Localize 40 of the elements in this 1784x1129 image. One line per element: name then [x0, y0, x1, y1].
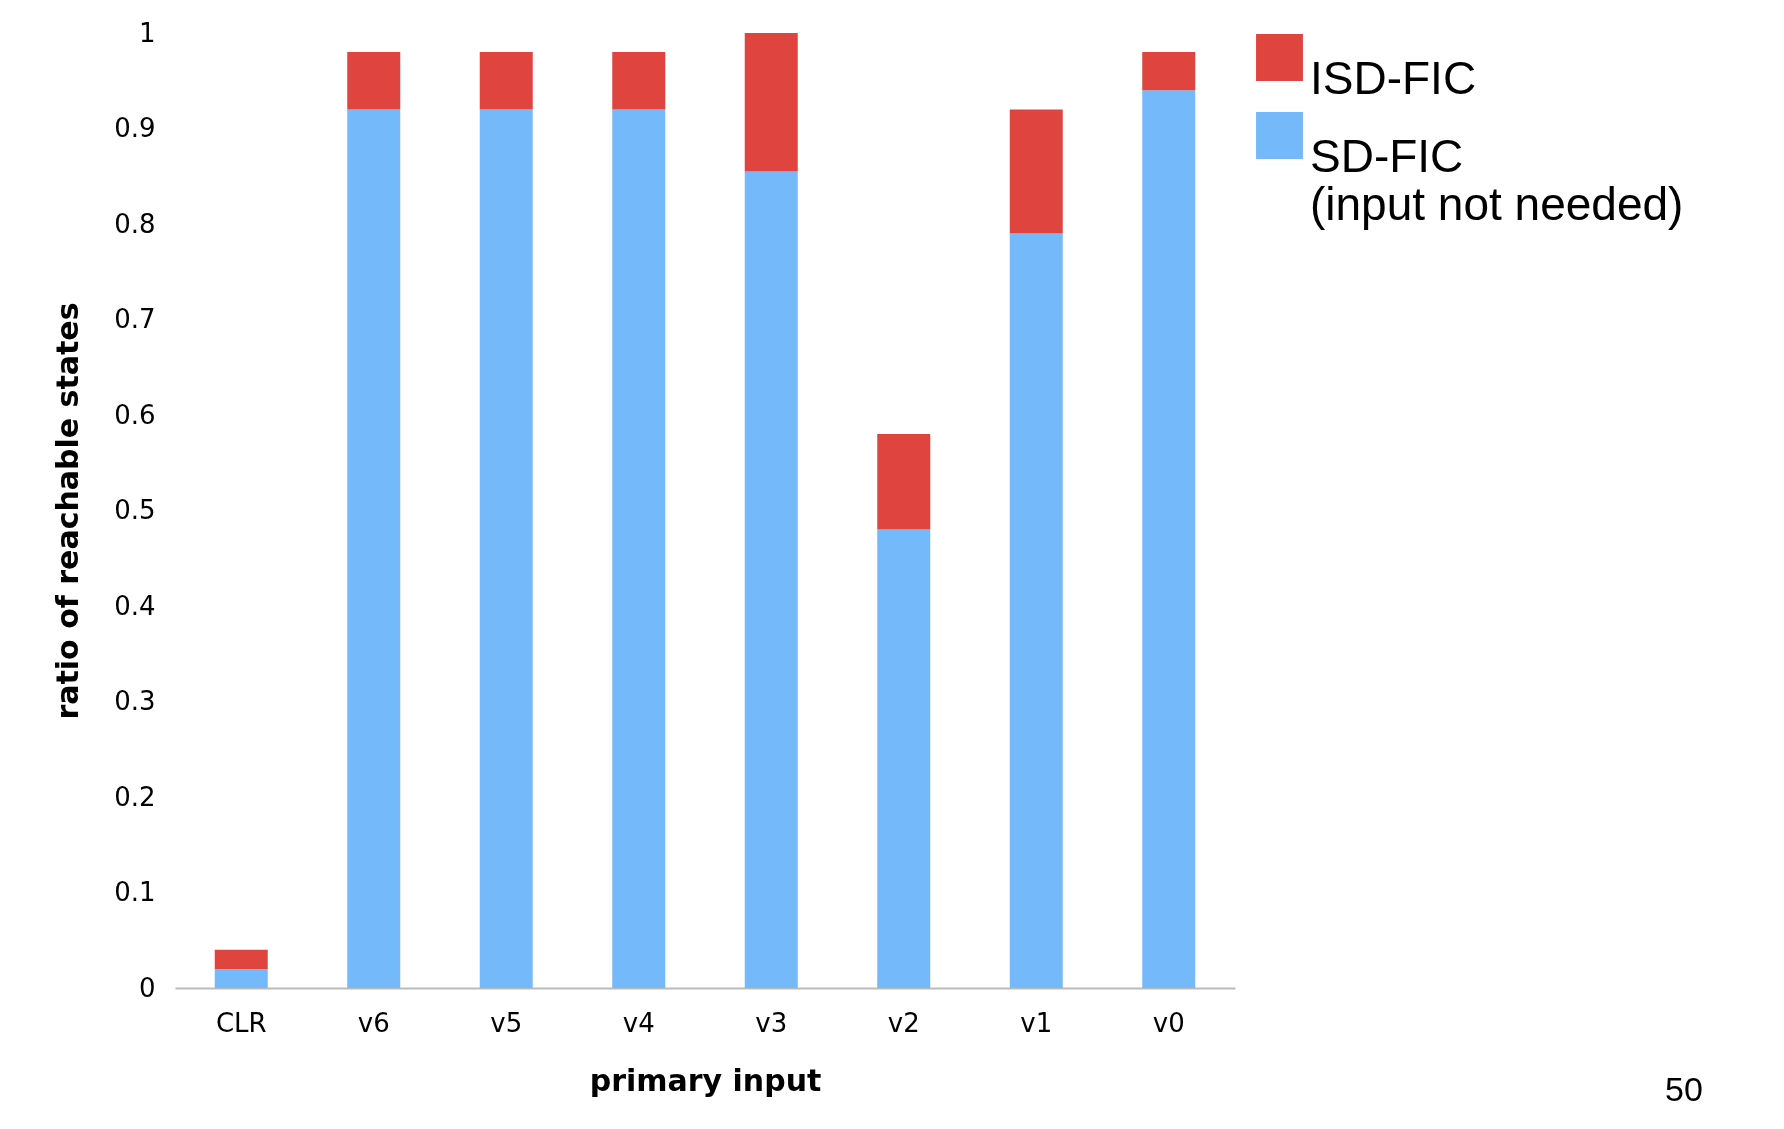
bar [1142, 52, 1196, 91]
y-tick-label: 0.9 [114, 113, 156, 143]
y-tick-label: 0.8 [114, 208, 156, 239]
y-tick-label: 0.3 [114, 686, 156, 716]
bar [214, 968, 268, 988]
bar [877, 434, 931, 530]
x-tick-label: v5 [490, 1007, 523, 1038]
y-tick-label: 0.4 [114, 590, 156, 621]
text: 50 [1665, 1070, 1703, 1109]
bar [1009, 233, 1063, 988]
y-tick-label: 0.6 [114, 399, 156, 430]
x-tick-label: v3 [755, 1007, 788, 1038]
bar [214, 949, 268, 969]
x-axis-title: primary input [589, 1062, 822, 1098]
y-tick-label: 0 [138, 972, 156, 1003]
y-tick-label: 0.1 [114, 877, 156, 907]
legend-label: ISD-FIC [1310, 51, 1477, 104]
bar [479, 109, 533, 988]
bar [744, 171, 798, 988]
bar [612, 109, 666, 988]
bar [479, 52, 533, 110]
y-tick-label: 0.7 [114, 304, 156, 334]
bar [1009, 109, 1063, 234]
x-tick-label: v6 [357, 1007, 390, 1038]
x-tick-label: v0 [1152, 1007, 1185, 1038]
y-tick-label: 1 [138, 17, 156, 48]
bar [347, 109, 401, 988]
y-tick-label: 0.5 [114, 495, 156, 525]
bar [1142, 90, 1196, 988]
bar [612, 52, 666, 110]
x-tick-label: v1 [1020, 1007, 1053, 1038]
x-tick-label: CLR [215, 1007, 267, 1038]
x-tick-label: v4 [622, 1007, 655, 1038]
y-axis-title: ratio of reachable states [50, 302, 86, 720]
bar [347, 52, 401, 110]
y-tick-label: 0.2 [114, 781, 156, 812]
bar [877, 529, 931, 988]
x-tick-label: v2 [887, 1007, 920, 1038]
bar [744, 33, 798, 172]
legend-label: SD-FIC (input not needed) [1310, 129, 1684, 230]
